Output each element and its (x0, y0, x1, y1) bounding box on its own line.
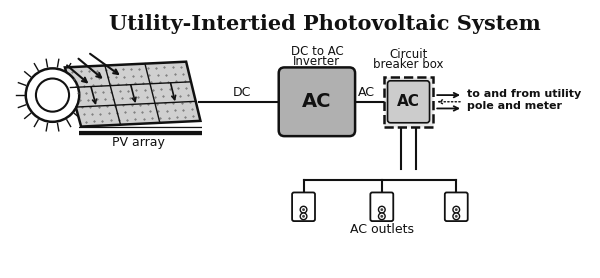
Circle shape (302, 208, 305, 211)
Circle shape (26, 68, 79, 122)
Text: Inverter: Inverter (293, 55, 340, 68)
Circle shape (36, 78, 69, 112)
Text: Utility-Intertied Photovoltaic System: Utility-Intertied Photovoltaic System (109, 14, 541, 34)
Polygon shape (65, 62, 200, 126)
Text: AC: AC (397, 94, 420, 109)
Text: AC outlets: AC outlets (350, 223, 414, 236)
Text: DC: DC (232, 86, 251, 99)
FancyBboxPatch shape (445, 192, 468, 221)
Text: to and from utility
pole and meter: to and from utility pole and meter (467, 89, 581, 111)
FancyBboxPatch shape (370, 192, 393, 221)
Text: PV array: PV array (112, 136, 165, 149)
Circle shape (300, 213, 307, 220)
Circle shape (455, 215, 458, 218)
Circle shape (379, 206, 385, 213)
FancyBboxPatch shape (279, 67, 355, 136)
Circle shape (455, 208, 458, 211)
Text: AC: AC (358, 86, 375, 99)
Circle shape (380, 208, 383, 211)
Circle shape (453, 206, 460, 213)
Circle shape (453, 213, 460, 220)
FancyBboxPatch shape (292, 192, 315, 221)
FancyBboxPatch shape (384, 77, 433, 126)
Text: breaker box: breaker box (373, 58, 444, 71)
FancyBboxPatch shape (388, 81, 430, 123)
Circle shape (300, 206, 307, 213)
Text: DC to AC: DC to AC (290, 45, 343, 58)
Text: Circuit: Circuit (389, 48, 428, 61)
Circle shape (380, 215, 383, 218)
Circle shape (302, 215, 305, 218)
Circle shape (379, 213, 385, 220)
Text: AC: AC (302, 92, 332, 111)
